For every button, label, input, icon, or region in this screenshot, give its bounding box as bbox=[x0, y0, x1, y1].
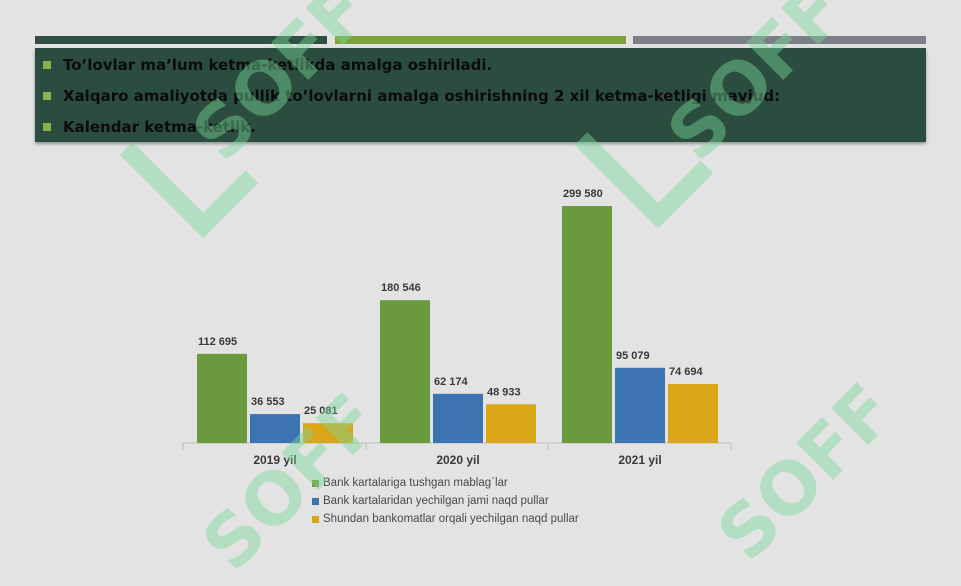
bullet-text: To’lovlar ma’lum ketma-ketlikda amalga o… bbox=[63, 56, 493, 74]
bar-series-blue bbox=[250, 414, 300, 443]
bar-series-yellow bbox=[668, 383, 718, 443]
bullet-box: To’lovlar ma’lum ketma-ketlikda amalga o… bbox=[35, 48, 926, 142]
legend-swatch-blue bbox=[312, 497, 319, 505]
bullet-square-icon bbox=[43, 61, 51, 69]
data-label: 112 695 bbox=[198, 336, 237, 348]
data-label: 48 933 bbox=[487, 386, 521, 398]
data-label: 95 079 bbox=[616, 350, 650, 362]
bar-series-green bbox=[562, 206, 612, 443]
legend-swatch-yellow bbox=[312, 515, 319, 523]
bullet-text: Xalqaro amaliyotda pullik to’lovlarni am… bbox=[63, 87, 781, 105]
bullet-item: To’lovlar ma’lum ketma-ketlikda amalga o… bbox=[43, 54, 492, 76]
bullet-text: Kalendar ketma-ketlik. bbox=[63, 118, 256, 136]
data-label: 62 174 bbox=[434, 376, 469, 388]
bar-series-yellow bbox=[303, 423, 353, 443]
legend-label: Bank kartalariga tushgan mablag`lar bbox=[323, 477, 508, 489]
bar-series-green bbox=[380, 300, 430, 443]
x-tick-label: 2020 yil bbox=[436, 453, 479, 467]
data-label: 299 580 bbox=[563, 188, 603, 200]
x-tick-label: 2019 yil bbox=[253, 453, 296, 467]
header-accent-bar-dark bbox=[35, 36, 327, 44]
bar-series-blue bbox=[433, 393, 483, 443]
legend-swatch-green bbox=[312, 479, 319, 487]
legend-label: Bank kartalaridan yechilgan jami naqd pu… bbox=[323, 495, 549, 507]
bullet-item: Kalendar ketma-ketlik. bbox=[43, 116, 256, 138]
bar-series-yellow bbox=[486, 404, 536, 443]
legend-item: Shundan bankomatlar orqali yechilgan naq… bbox=[312, 510, 579, 528]
header-accent-bar-gray bbox=[633, 36, 926, 44]
bullet-item: Xalqaro amaliyotda pullik to’lovlarni am… bbox=[43, 85, 780, 107]
legend-item: Bank kartalaridan yechilgan jami naqd pu… bbox=[312, 492, 579, 510]
bullet-square-icon bbox=[43, 92, 51, 100]
bullet-square-icon bbox=[43, 123, 51, 131]
bar-series-blue bbox=[615, 367, 665, 443]
data-label: 74 694 bbox=[669, 366, 704, 378]
legend-item: Bank kartalariga tushgan mablag`lar bbox=[312, 474, 579, 492]
chart-legend: Bank kartalariga tushgan mablag`lar Bank… bbox=[312, 474, 579, 528]
bar-series-green bbox=[197, 353, 247, 443]
data-label: 36 553 bbox=[251, 396, 285, 408]
legend-label: Shundan bankomatlar orqali yechilgan naq… bbox=[323, 513, 579, 525]
data-label: 25 081 bbox=[304, 405, 338, 417]
bar-chart: 112 695 36 553 25 081 2019 yil 180 546 62 174… bbox=[182, 188, 732, 467]
data-label: 180 546 bbox=[381, 282, 421, 294]
x-tick-label: 2021 yil bbox=[618, 453, 661, 467]
header-accent-bar-green bbox=[335, 36, 626, 44]
